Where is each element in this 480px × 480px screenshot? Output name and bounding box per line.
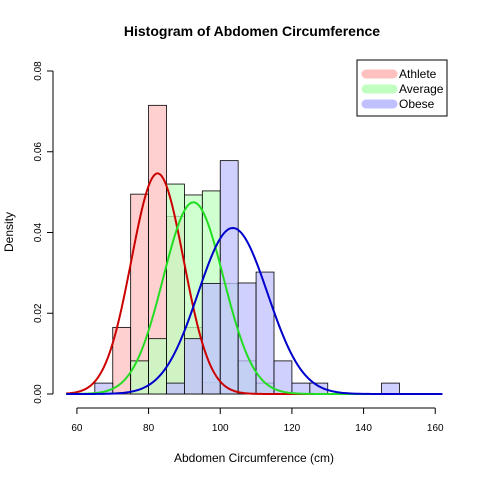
plot-area	[66, 104, 443, 395]
x-tick-label-140: 140	[355, 423, 372, 434]
y-tick-label-4: 0.08	[33, 61, 44, 81]
x-tick-label-160: 160	[427, 423, 444, 434]
y-tick-label-3: 0.06	[33, 142, 44, 162]
bar-obese-145	[381, 382, 400, 395]
axes: 60 80 100 120 140 160 0.00 0.02 0.04 0.06 0.08	[33, 61, 444, 434]
legend-label-average: Average	[399, 82, 444, 96]
legend-label-obese: Obese	[399, 97, 435, 111]
x-tick-label-80: 80	[143, 423, 155, 434]
bar-obese-90	[184, 338, 203, 395]
x-axis-label: Abdomen Circumference (cm)	[174, 451, 334, 465]
y-tick-label-1: 0.02	[33, 303, 44, 323]
y-tick-label-0: 0.00	[33, 384, 44, 404]
legend-label-athlete: Athlete	[399, 67, 437, 81]
bar-obese-100	[219, 160, 239, 395]
density-curve-obese	[66, 226, 443, 395]
chart-title: Histogram of Abdomen Circumference	[124, 23, 380, 39]
bar-average-80	[148, 338, 167, 395]
x-tick-label-120: 120	[284, 423, 301, 434]
y-axis-label: Density	[2, 212, 16, 252]
series-obese-bars	[94, 160, 400, 395]
x-tick-label-60: 60	[71, 423, 83, 434]
y-tick-label-2: 0.04	[33, 222, 44, 242]
bar-obese-85	[166, 382, 185, 395]
x-tick-label-100: 100	[212, 423, 229, 434]
